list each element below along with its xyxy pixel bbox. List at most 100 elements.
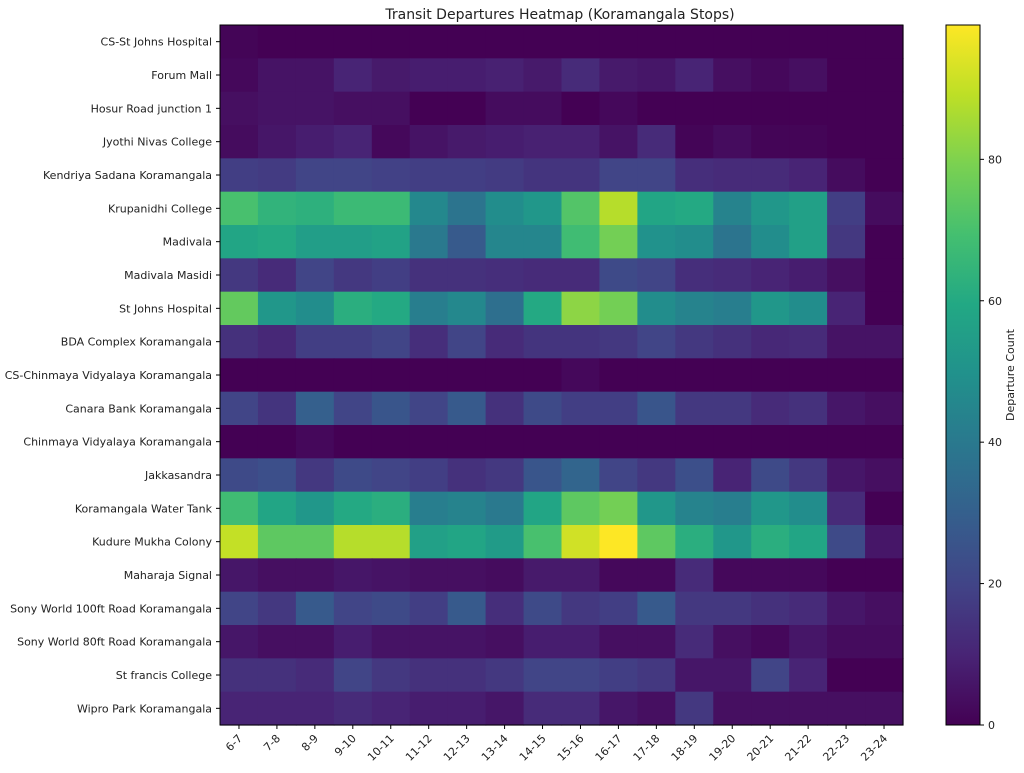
heatmap-cell <box>865 625 904 659</box>
heatmap-cell <box>523 191 563 226</box>
x-tick-label: 16-17 <box>593 732 625 764</box>
heatmap-cell <box>295 491 335 526</box>
heatmap-cell <box>637 491 676 526</box>
heatmap-cell <box>295 225 335 259</box>
heatmap-cell <box>789 658 828 693</box>
heatmap-cell <box>751 158 790 193</box>
heatmap-cell <box>637 258 676 293</box>
heatmap-cell <box>865 225 904 259</box>
heatmap-cell <box>257 191 297 226</box>
heatmap-cell <box>371 558 411 593</box>
heatmap-cell <box>599 625 638 659</box>
heatmap-cell <box>523 591 563 626</box>
heatmap-cell <box>447 425 487 459</box>
heatmap-cell <box>713 358 752 393</box>
heatmap-cell <box>485 358 525 393</box>
heatmap-cell <box>599 558 638 593</box>
heatmap-cell <box>333 525 373 559</box>
heatmap-cell <box>447 58 487 93</box>
heatmap-cell <box>409 658 449 693</box>
x-tick-label: 17-18 <box>631 732 663 764</box>
heatmap-cell <box>561 25 601 59</box>
heatmap-cell <box>675 258 714 293</box>
heatmap-cell <box>295 258 335 293</box>
heatmap-cell <box>523 58 563 93</box>
heatmap-cell <box>827 425 866 459</box>
heatmap-cell <box>789 691 828 726</box>
heatmap-cell <box>523 525 563 559</box>
x-tick-label: 18-19 <box>669 732 701 764</box>
heatmap-cell <box>333 58 373 93</box>
heatmap-cell <box>257 358 297 393</box>
y-tick-label: St francis College <box>116 669 213 682</box>
heatmap-cell <box>599 325 638 359</box>
heatmap-cell <box>751 591 790 626</box>
heatmap-cell <box>523 91 563 126</box>
heatmap-cell <box>409 25 449 59</box>
heatmap-cell <box>637 658 676 693</box>
heatmap-cell <box>371 291 411 326</box>
heatmap-cell <box>675 391 714 426</box>
colorbar-bar <box>945 24 981 726</box>
heatmap-cell <box>409 558 449 593</box>
heatmap-cell <box>257 691 297 726</box>
heatmap-cell <box>827 591 866 626</box>
heatmap-cell <box>333 191 373 226</box>
heatmap-cell <box>295 358 335 393</box>
heatmap-cell <box>447 691 487 726</box>
heatmap-cell <box>561 191 601 226</box>
heatmap-cell <box>865 458 904 493</box>
heatmap-cell <box>865 291 904 326</box>
y-tick-label: Madivala Masidi <box>124 269 212 282</box>
heatmap-cell <box>295 625 335 659</box>
heatmap-cell <box>371 391 411 426</box>
heatmap-cell <box>220 458 259 493</box>
heatmap-cell <box>485 158 525 193</box>
heatmap-cell <box>257 425 297 459</box>
heatmap-cell <box>333 258 373 293</box>
heatmap-cell <box>485 525 525 559</box>
heatmap-cell <box>295 325 335 359</box>
heatmap-cell <box>675 158 714 193</box>
heatmap-cell <box>789 558 828 593</box>
heatmap-cell <box>371 458 411 493</box>
heatmap-cell <box>599 358 638 393</box>
heatmap-cell <box>637 291 676 326</box>
heatmap-cell <box>257 591 297 626</box>
heatmap-cell <box>409 358 449 393</box>
heatmap-cell <box>865 591 904 626</box>
chart-title: Transit Departures Heatmap (Koramangala … <box>384 7 734 23</box>
heatmap-cell <box>523 391 563 426</box>
heatmap-cell <box>675 358 714 393</box>
heatmap-cell <box>523 358 563 393</box>
heatmap-cell <box>371 225 411 259</box>
heatmap-cell <box>485 258 525 293</box>
heatmap-cell <box>675 291 714 326</box>
heatmap-cell <box>713 325 752 359</box>
heatmap-cell <box>257 491 297 526</box>
heatmap-cell <box>827 325 866 359</box>
heatmap-cell <box>751 458 790 493</box>
heatmap-cell <box>789 491 828 526</box>
heatmap-cell <box>713 191 752 226</box>
heatmap-cell <box>599 125 638 159</box>
heatmap-cell <box>713 125 752 159</box>
heatmap-cell <box>409 491 449 526</box>
heatmap-cell <box>485 58 525 93</box>
heatmap-cell <box>713 58 752 93</box>
heatmap-cell <box>675 58 714 93</box>
heatmap-cell <box>561 691 601 726</box>
heatmap-cell <box>371 491 411 526</box>
heatmap-cell <box>409 325 449 359</box>
heatmap-cell <box>371 658 411 693</box>
heatmap-cell <box>751 258 790 293</box>
heatmap-cell <box>257 291 297 326</box>
heatmap-cell <box>789 458 828 493</box>
y-tick-label: Canara Bank Koramangala <box>65 402 212 415</box>
heatmap-cell <box>485 658 525 693</box>
heatmap-cell <box>827 25 866 59</box>
heatmap-cell <box>333 391 373 426</box>
heatmap-cell <box>333 625 373 659</box>
heatmap-cell <box>561 558 601 593</box>
